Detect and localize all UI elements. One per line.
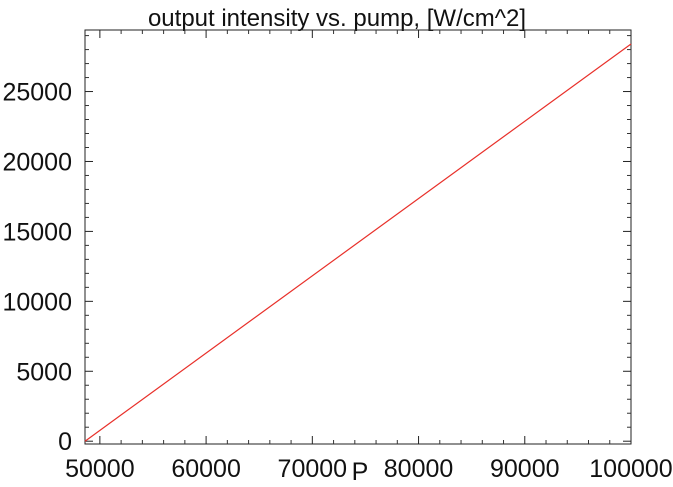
x-tick-label: 80000 [384,455,454,483]
x-tick-label: 100000 [589,455,672,483]
y-axis: 0 5000 10000 15000 20000 25000 [2,79,631,456]
y-minor-ticks [85,35,631,428]
y-tick-label: 15000 [2,218,72,246]
x-axis-label: P [352,458,369,486]
chart-title: output intensity vs. pump, [W/cm^2] [148,5,526,32]
x-minor-ticks [120,30,611,444]
series-line [84,43,632,442]
x-axis: 50000 60000 70000 80000 90000 100000 [65,30,673,483]
x-tick-label: 90000 [490,455,560,483]
y-tick-label: 20000 [2,148,72,176]
y-tick-label: 10000 [2,288,72,316]
y-tick-label: 25000 [2,79,72,107]
y-tick-label: 5000 [16,358,72,386]
y-tick-label: 0 [58,428,72,456]
x-tick-label: 70000 [278,455,348,483]
x-tick-label: 50000 [65,455,135,483]
plot-frame [84,29,632,445]
series-layer [84,43,632,442]
x-tick-label: 60000 [171,455,241,483]
